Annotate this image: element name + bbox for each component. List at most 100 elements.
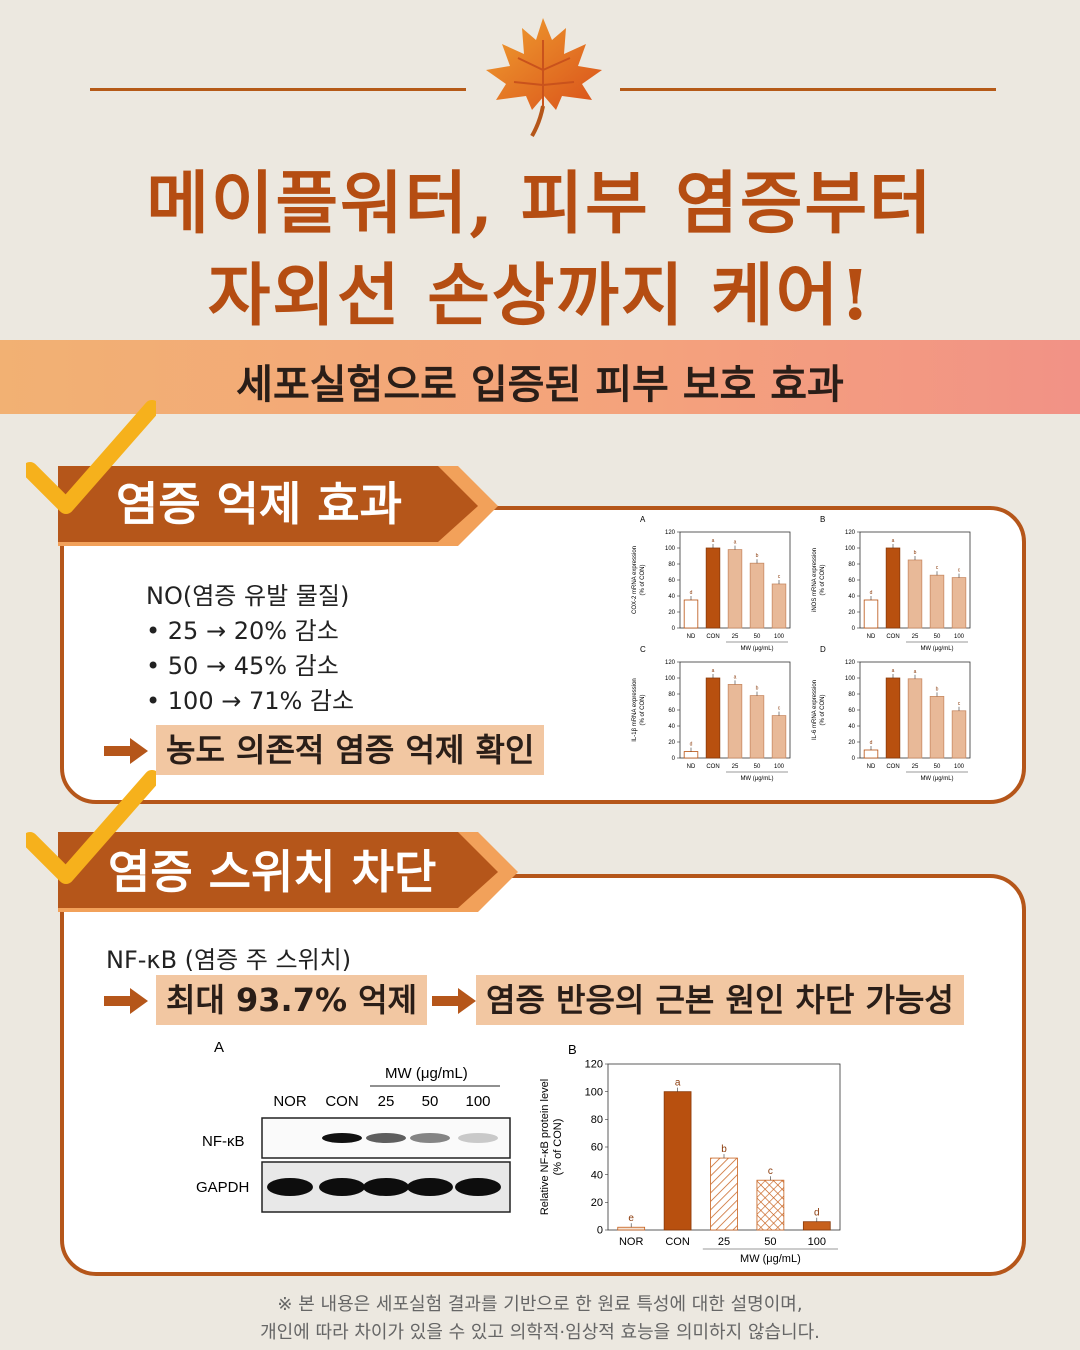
bar-CON bbox=[885, 547, 901, 629]
bar-100 bbox=[771, 583, 787, 629]
banner-background bbox=[0, 340, 1080, 414]
x-tick-label: 25 bbox=[912, 634, 919, 640]
y-tick-label: 80 bbox=[668, 692, 675, 698]
x-tick-label: 25 bbox=[732, 634, 739, 640]
y-tick-label: 20 bbox=[668, 610, 675, 616]
section-2-tab-shape bbox=[58, 832, 518, 912]
section-2-tab-label: 염증 스위치 차단 bbox=[108, 845, 437, 899]
x-tick-label: CON bbox=[886, 764, 899, 770]
y-tick-label: 0 bbox=[852, 626, 856, 632]
x-tick-label: 50 bbox=[754, 634, 761, 640]
y-axis-label: IL-6 mRNA expression bbox=[812, 680, 818, 740]
significance-letter: a bbox=[675, 1078, 681, 1089]
bar-CON bbox=[705, 677, 721, 759]
x-tick-label: 50 bbox=[934, 634, 941, 640]
blot-lane-label: NOR bbox=[273, 1093, 307, 1110]
nfkb-band bbox=[322, 1133, 362, 1143]
blot-lane-label: 100 bbox=[465, 1093, 490, 1110]
significance-letter: b bbox=[914, 550, 917, 556]
y-tick-label: 80 bbox=[668, 562, 675, 568]
y-tick-label: 120 bbox=[845, 660, 856, 666]
y-tick-label: 100 bbox=[845, 546, 856, 552]
significance-letter: a bbox=[712, 538, 715, 544]
y-tick-label: 100 bbox=[585, 1086, 603, 1098]
bar-25 bbox=[710, 1157, 738, 1231]
gapdh-band bbox=[267, 1178, 313, 1196]
y-tick-label: 120 bbox=[845, 530, 856, 536]
bar-50 bbox=[929, 574, 945, 629]
significance-letter: b bbox=[721, 1144, 727, 1155]
western-blot-figure: A MW (μg/mL) NOR CON 25 50 100 NF-κB GAPDH bbox=[196, 1039, 511, 1213]
x-tick-label: ND bbox=[687, 764, 696, 770]
nfkb-band bbox=[458, 1133, 498, 1143]
y-tick-label: 20 bbox=[591, 1197, 603, 1209]
bar-100 bbox=[951, 710, 967, 759]
bar-50 bbox=[929, 696, 945, 759]
significance-letter: a bbox=[734, 674, 737, 680]
y-tick-label: 60 bbox=[591, 1142, 603, 1154]
y-axis-label: (% of CON) bbox=[552, 1119, 564, 1176]
blot-lane-label: 25 bbox=[378, 1093, 395, 1110]
chart-panel-label: B bbox=[568, 1042, 577, 1057]
nfkb-band bbox=[366, 1133, 406, 1143]
significance-letter: c bbox=[778, 706, 781, 712]
section-2-result: 최대 93.7% 억제 bbox=[156, 975, 428, 1025]
section-2-card bbox=[60, 874, 1026, 1276]
bar-ND bbox=[863, 749, 879, 759]
bar-CON bbox=[705, 547, 721, 629]
significance-letter: a bbox=[892, 538, 895, 544]
y-tick-label: 100 bbox=[665, 676, 676, 682]
gapdh-band bbox=[455, 1178, 501, 1196]
y-axis-label: (% of CON) bbox=[820, 564, 826, 595]
footer-line-2: 개인에 따라 차이가 있을 수 있고 의학적·임상적 효능을 의미하지 않습니다… bbox=[260, 1322, 820, 1343]
section-1-bullet-1: • 25 → 20% 감소 bbox=[146, 617, 339, 645]
x-tick-label: CON bbox=[665, 1236, 690, 1248]
section-1-tab-label: 염증 억제 효과 bbox=[116, 477, 402, 531]
chart-panel-a: A 0 20 40 60 80 100 120 COX-2 mRNA expression (% … bbox=[632, 515, 791, 652]
y-tick-label: 80 bbox=[848, 562, 855, 568]
significance-letter: d bbox=[870, 740, 873, 746]
y-tick-label: 60 bbox=[848, 578, 855, 584]
gapdh-band bbox=[319, 1178, 365, 1196]
blot-mw-label: MW (μg/mL) bbox=[385, 1065, 468, 1082]
bar-25 bbox=[907, 559, 923, 629]
chart-panel-c: C 0 20 40 60 80 100 120 IL-1β mRNA expression (% … bbox=[632, 645, 791, 782]
x-tick-label: 100 bbox=[774, 764, 785, 770]
section-2-heading: NF-κB (염증 주 스위치) bbox=[106, 946, 352, 974]
bar-100 bbox=[951, 577, 967, 629]
chart-panel-label: A bbox=[640, 515, 646, 524]
header-line-right bbox=[620, 88, 996, 91]
bar-NOR bbox=[617, 1226, 646, 1231]
x-tick-label: NOR bbox=[619, 1236, 644, 1248]
right-arrow-icon bbox=[104, 738, 148, 764]
section-1-heading: NO(염증 유발 물질) bbox=[146, 582, 350, 610]
bar-50 bbox=[749, 562, 765, 629]
right-arrow-icon bbox=[432, 988, 476, 1014]
chart-panel-label: C bbox=[640, 645, 646, 654]
x-tick-label: 100 bbox=[774, 634, 785, 640]
banner-text: 세포실험으로 입증된 피부 보호 효과 bbox=[236, 362, 844, 408]
y-tick-label: 100 bbox=[665, 546, 676, 552]
x-tick-label: CON bbox=[886, 634, 899, 640]
y-tick-label: 40 bbox=[848, 724, 855, 730]
x-axis-label: MW (μg/mL) bbox=[920, 776, 953, 782]
x-tick-label: 50 bbox=[764, 1236, 776, 1248]
y-tick-label: 0 bbox=[597, 1225, 603, 1237]
section-2-conclusion: 염증 반응의 근본 원인 차단 가능성 bbox=[476, 975, 964, 1025]
x-tick-label: CON bbox=[706, 634, 719, 640]
y-axis-label: (% of CON) bbox=[820, 694, 826, 725]
bar-ND bbox=[683, 751, 699, 759]
significance-letter: d bbox=[814, 1208, 820, 1219]
section-1-tab-shape bbox=[58, 466, 498, 546]
maple-leaf-icon bbox=[486, 18, 602, 137]
check-mark-icon bbox=[26, 400, 156, 514]
x-tick-label: ND bbox=[867, 634, 876, 640]
y-tick-label: 0 bbox=[852, 756, 856, 762]
y-tick-label: 80 bbox=[848, 692, 855, 698]
x-tick-label: 50 bbox=[754, 764, 761, 770]
blot-lane-label: CON bbox=[325, 1093, 358, 1110]
x-tick-label: 25 bbox=[732, 764, 739, 770]
x-axis-label: MW (μg/mL) bbox=[740, 776, 773, 782]
y-axis-label: (% of CON) bbox=[640, 694, 646, 725]
bar-ND bbox=[863, 599, 879, 629]
